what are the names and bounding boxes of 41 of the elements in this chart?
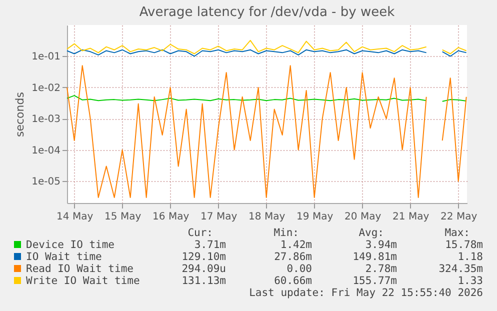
text: 60.66m [274, 275, 312, 287]
text: 1.33 [458, 275, 483, 287]
x-tick-label: 19 May [296, 212, 334, 222]
text: 3.94m [365, 239, 397, 251]
y-tick-label: 1e-03 [32, 114, 60, 126]
x-tick-label: 18 May [248, 212, 286, 222]
y-tick-label: 1e-05 [32, 176, 60, 188]
legend-label: Device IO time [26, 239, 115, 251]
text: 149.81m [352, 251, 397, 263]
x-tick-label: 21 May [392, 212, 430, 222]
text: Max: [444, 227, 470, 239]
y-tick-label: 1e-04 [32, 145, 60, 156]
legend-label: IO Wait time [26, 251, 102, 263]
text: Last update: Fri May 22 15:55:40 2026 [249, 287, 483, 299]
y-tick-label: 1e-02 [32, 82, 60, 94]
x-tick-label: 14 May [56, 212, 94, 222]
text: 294.09u [182, 263, 226, 275]
x-tick-label: 22 May [440, 212, 478, 222]
text: 3.71m [194, 239, 226, 251]
legend-label: Write IO Wait time [26, 275, 140, 287]
x-tick-label: 16 May [152, 212, 190, 222]
text: 2.78m [365, 263, 397, 275]
y-axis-title: seconds [14, 92, 27, 137]
text: Cur: [188, 227, 213, 239]
text: 15.78m [445, 239, 483, 251]
chart-title: Average latency for /dev/vda - by week [139, 5, 396, 20]
text: Min: [274, 227, 299, 239]
text: 0.00 [286, 263, 312, 275]
text: Avg: [358, 227, 384, 239]
text: 324.35m [438, 263, 483, 275]
x-tick-label: 20 May [344, 212, 382, 222]
text: 27.86m [274, 251, 312, 263]
x-tick-label: 17 May [200, 212, 238, 222]
x-tick-label: 15 May [104, 212, 142, 222]
legend-label: Read IO Wait time [26, 263, 134, 275]
text: 131.13m [182, 275, 226, 287]
text: 155.77m [352, 275, 397, 287]
text: 1.42m [280, 239, 312, 251]
text: 1.18 [458, 251, 483, 263]
y-tick-label: 1e-01 [32, 52, 60, 63]
text: 129.10m [182, 251, 226, 263]
